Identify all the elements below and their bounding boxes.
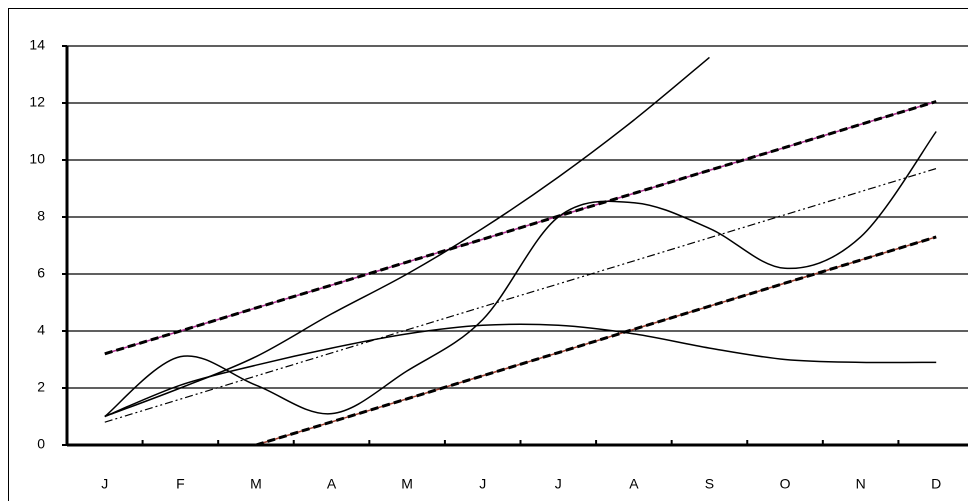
x-tick-label: A — [327, 476, 337, 492]
y-tick-label: 0 — [37, 436, 45, 452]
series-line — [104, 131, 937, 418]
chart-border — [8, 8, 968, 501]
x-tick-label: M — [250, 476, 262, 492]
y-tick-label: 10 — [29, 151, 45, 167]
y-tick-label: 4 — [37, 322, 45, 338]
x-tick-label: S — [705, 476, 714, 492]
x-tick-label: D — [931, 476, 941, 492]
x-tick-label: J — [101, 476, 108, 492]
y-tick-label: 12 — [29, 94, 45, 110]
x-tick-label: M — [401, 476, 413, 492]
series-line — [104, 323, 937, 418]
x-tick-label: O — [780, 476, 791, 492]
x-tick-label: J — [479, 476, 486, 492]
y-tick-label: 8 — [37, 208, 45, 224]
y-tick-label: 14 — [29, 37, 45, 53]
series-line — [104, 100, 937, 356]
x-tick-label: N — [856, 476, 866, 492]
series-line — [255, 235, 937, 447]
y-tick-label: 2 — [37, 379, 45, 395]
y-tick-label: 6 — [37, 265, 45, 281]
x-tick-label: F — [176, 476, 185, 492]
x-tick-label: J — [555, 476, 562, 492]
x-tick-label: A — [629, 476, 639, 492]
